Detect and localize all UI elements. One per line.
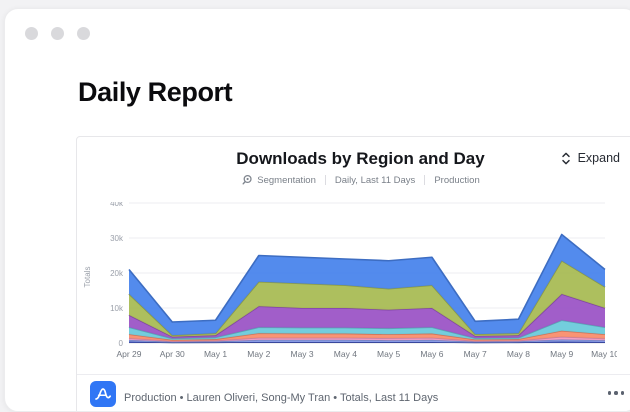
svg-text:Apr 29: Apr 29 [116,349,141,359]
chevron-up-down-icon [561,152,570,164]
svg-text:Totals: Totals [83,267,92,288]
svg-text:May 8: May 8 [507,349,530,359]
more-options-button[interactable] [604,387,629,399]
window-dot-icon [25,27,38,40]
meta-divider [324,175,326,185]
window-control-dots [25,27,90,40]
svg-text:40k: 40k [110,202,124,208]
downloads-stacked-area-chart: 0 10k 20k 30k 40k Totals Apr 29 Apr 30 May 1 May … [83,202,617,359]
amplitude-a-icon [95,388,112,400]
svg-text:May 9: May 9 [550,349,573,359]
svg-text:May 5: May 5 [377,349,400,359]
svg-text:May 10: May 10 [591,349,617,359]
svg-text:May 6: May 6 [420,349,443,359]
meta-divider [424,175,426,185]
ellipsis-dot [607,391,611,395]
environment-meta: Production [434,174,480,186]
window-dot-icon [77,27,90,40]
chart-title: Downloads by Region and Day [236,149,485,168]
chart-card: Downloads by Region and Day Segmentation… [76,136,630,411]
svg-text:May 2: May 2 [247,349,270,359]
svg-text:Apr 30: Apr 30 [160,349,185,359]
amplitude-logo [90,381,116,407]
segmentation-icon [242,174,252,185]
chart-meta-row: Segmentation Daily, Last 11 Days Product… [77,174,630,186]
svg-text:May 7: May 7 [464,349,487,359]
svg-text:May 1: May 1 [204,349,227,359]
chart-footer-summary: Production • Lauren Oliveri, Song-My Tra… [124,392,439,404]
expand-label: Expand [577,151,620,165]
svg-text:0: 0 [119,339,124,348]
app-window: Daily Report Downloads by Region and Day… [4,8,630,412]
interval-meta: Daily, Last 11 Days [334,174,416,186]
chart-type-label: Segmentation [257,174,316,186]
svg-text:20k: 20k [110,269,124,278]
svg-text:May 4: May 4 [334,349,357,359]
svg-text:30k: 30k [110,234,124,243]
expand-button[interactable]: Expand [560,151,620,165]
svg-text:May 3: May 3 [291,349,314,359]
window-dot-icon [51,27,64,40]
ellipsis-dot [614,391,618,395]
chart-type-meta: Segmentation [241,174,316,186]
svg-text:10k: 10k [110,304,124,313]
card-divider [77,374,630,375]
ellipsis-dot [620,391,624,395]
page-title: Daily Report [78,77,233,107]
